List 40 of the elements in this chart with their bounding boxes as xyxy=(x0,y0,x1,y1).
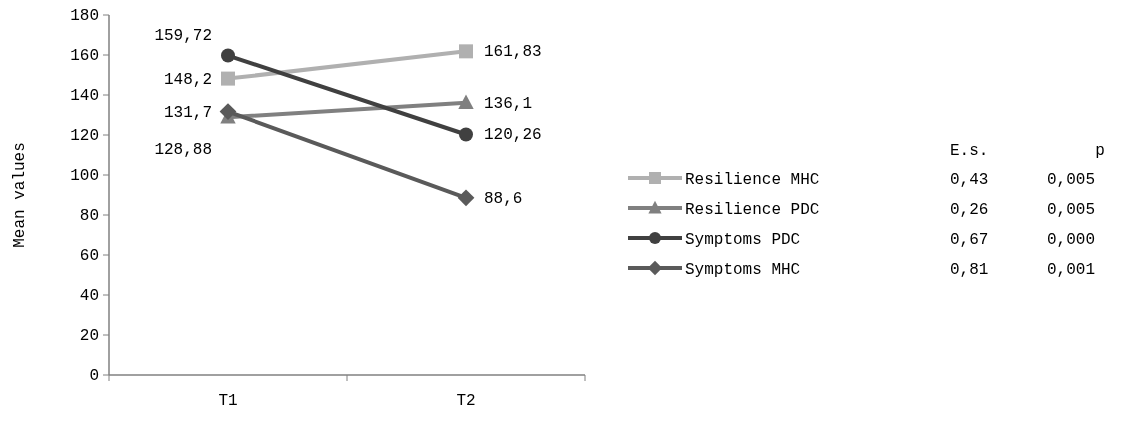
data-label: 148,2 xyxy=(163,70,212,89)
y-tick-label: 80 xyxy=(79,207,99,225)
point xyxy=(457,189,475,207)
legend-label: Resilience MHC xyxy=(685,171,820,189)
text: E.s. xyxy=(950,142,989,160)
y-tick-label: 60 xyxy=(79,247,99,265)
text: 0,005 xyxy=(1047,171,1096,189)
text: 0,000 xyxy=(1047,231,1096,249)
y-tick-label: 20 xyxy=(79,327,99,345)
y-tick-label: 120 xyxy=(70,127,99,145)
point xyxy=(459,44,473,59)
y-axis-title: Mean values xyxy=(11,142,29,248)
y-tick-label: 140 xyxy=(70,87,99,105)
legend-label: Resilience PDC xyxy=(685,201,820,219)
legend-label: Symptoms PDC xyxy=(685,231,801,249)
point xyxy=(459,127,473,142)
point xyxy=(221,71,235,86)
point xyxy=(221,48,235,63)
y-tick-label: 0 xyxy=(89,367,99,385)
data-label: 161,83 xyxy=(484,43,542,62)
y-tick-label: 160 xyxy=(70,47,99,65)
data-label: 88,6 xyxy=(484,189,523,208)
data-label: 136,1 xyxy=(484,94,533,113)
data-label: 159,72 xyxy=(154,26,212,45)
y-tick-label: 180 xyxy=(70,7,99,25)
x-tick-label: T2 xyxy=(456,392,476,410)
data-label: 128,88 xyxy=(154,141,212,160)
x-tick-label: T1 xyxy=(218,392,238,410)
data-label: 131,7 xyxy=(163,103,212,122)
data-label: 120,26 xyxy=(484,126,542,145)
text: 0,001 xyxy=(1047,261,1096,279)
legend-label: Symptoms MHC xyxy=(685,261,801,279)
text: 0,26 xyxy=(950,201,989,219)
y-tick-label: 40 xyxy=(79,287,99,305)
text: 0,005 xyxy=(1047,201,1096,219)
text: p xyxy=(1095,142,1105,160)
y-tick-label: 100 xyxy=(70,167,99,185)
text: 0,43 xyxy=(950,171,989,189)
text: 0,67 xyxy=(950,231,989,249)
text: 0,81 xyxy=(950,261,989,279)
